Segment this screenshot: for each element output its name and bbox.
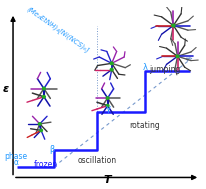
Text: β: β: [49, 145, 55, 154]
Text: T: T: [103, 175, 111, 185]
Text: α: α: [14, 158, 19, 167]
Text: λ: λ: [143, 63, 147, 72]
Circle shape: [38, 123, 41, 125]
Circle shape: [42, 87, 45, 90]
Text: oscillation: oscillation: [77, 156, 116, 165]
Text: rotating: rotating: [129, 121, 159, 130]
Text: phase: phase: [5, 152, 28, 161]
Circle shape: [110, 62, 113, 65]
Circle shape: [106, 97, 108, 99]
Text: frozen: frozen: [34, 160, 58, 169]
Circle shape: [40, 129, 42, 132]
Text: (Me₂EtNH)₄[Ni(NCS)₆]: (Me₂EtNH)₄[Ni(NCS)₆]: [26, 5, 90, 53]
Circle shape: [106, 105, 108, 107]
Text: ε: ε: [3, 84, 9, 94]
Circle shape: [42, 95, 45, 98]
Circle shape: [171, 24, 174, 27]
Text: γ: γ: [106, 104, 111, 113]
Circle shape: [175, 55, 178, 57]
Text: jumping: jumping: [149, 65, 180, 74]
Circle shape: [110, 68, 113, 71]
